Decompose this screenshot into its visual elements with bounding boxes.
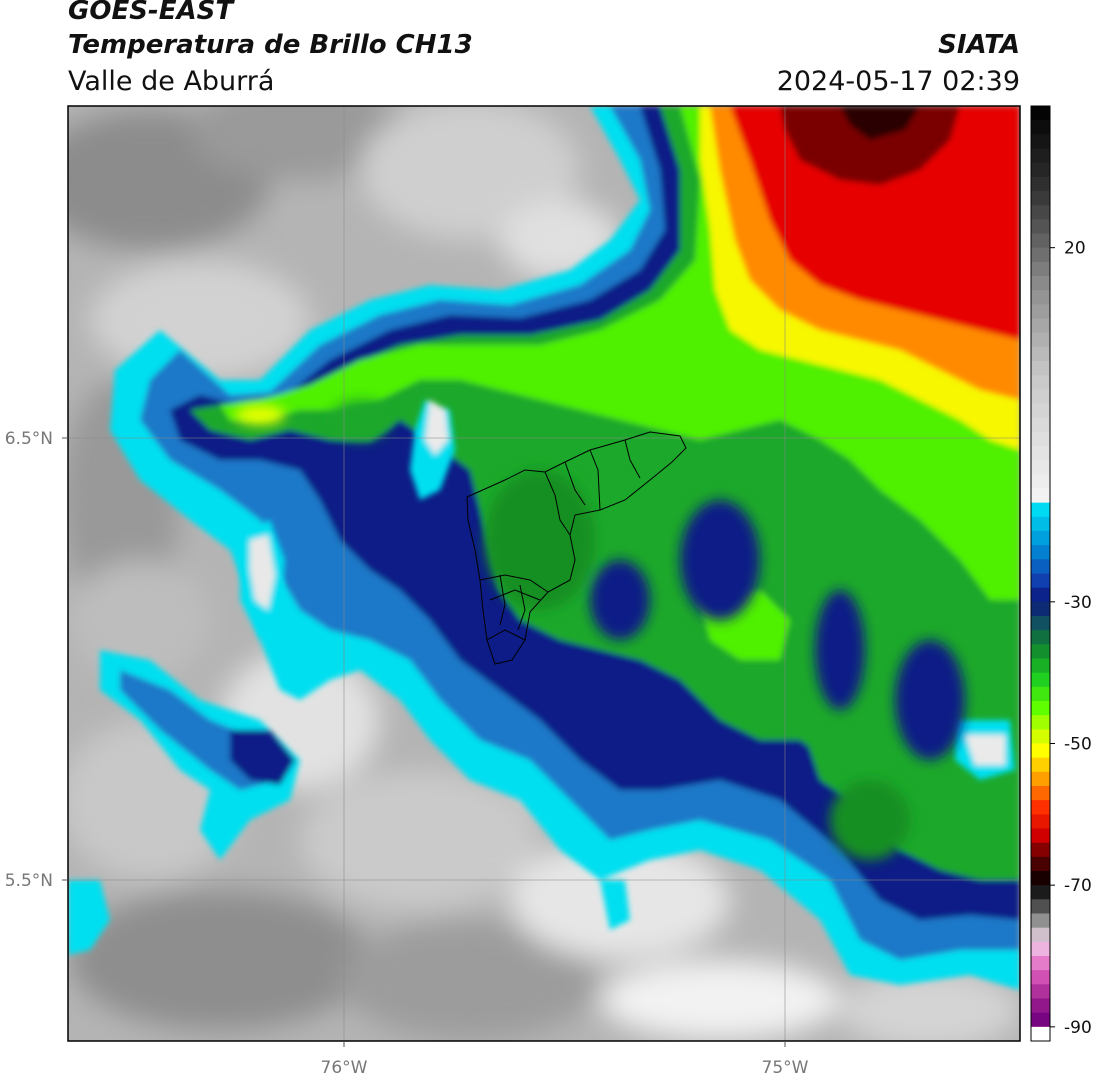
colorbar-segment — [1031, 913, 1050, 929]
colorbar-segment — [1031, 106, 1050, 121]
colorbar-segment — [1031, 715, 1050, 730]
colorbar-segment — [1031, 417, 1050, 433]
colorbar-ticks: 20 -30 -50 -70 -90 — [1050, 239, 1092, 1038]
colorbar-segment — [1031, 205, 1050, 220]
colorbar-segment — [1031, 488, 1050, 504]
colorbar-segments — [1031, 106, 1050, 1042]
colorbar-segment — [1031, 460, 1050, 475]
colorbar-segment — [1031, 1012, 1050, 1028]
colorbar-segment — [1031, 956, 1050, 971]
colorbar-segment — [1031, 885, 1050, 900]
colorbar-segment — [1031, 375, 1050, 390]
colorbar-segment — [1031, 120, 1050, 135]
colorbar-segment — [1031, 516, 1050, 532]
datetime-label: 2024-05-17 02:39 — [776, 66, 1020, 97]
colorbar-segment — [1031, 984, 1050, 999]
colorbar-segment — [1031, 545, 1050, 560]
colorbar-segment — [1031, 191, 1050, 206]
colorbar-segment — [1031, 743, 1050, 759]
map-frame — [67, 105, 1021, 1042]
colorbar-segment — [1031, 658, 1050, 674]
colorbar-segment — [1031, 134, 1050, 149]
colorbar-tick-label: -50 — [1064, 735, 1092, 755]
colorbar-segment — [1031, 786, 1050, 801]
colorbar-segment — [1031, 927, 1050, 943]
colorbar-segment — [1031, 247, 1050, 263]
colorbar-segment — [1031, 318, 1050, 334]
colorbar-segment — [1031, 431, 1050, 447]
source-label: SIATA — [938, 30, 1020, 60]
colorbar-segment — [1031, 474, 1050, 489]
colorbar-segment — [1031, 729, 1050, 744]
brightness-temperature-imagery — [68, 106, 1020, 1041]
colorbar-segment — [1031, 970, 1050, 985]
colorbar-segment — [1031, 261, 1050, 277]
colorbar-segment — [1031, 573, 1050, 589]
colorbar-segment — [1031, 346, 1050, 362]
colorbar-segment — [1031, 446, 1050, 461]
colorbar-segment — [1031, 531, 1050, 546]
colorbar-segment — [1031, 304, 1050, 319]
latitude-ticks: 6.5°N 5.5°N — [5, 429, 68, 891]
lat-tick-label: 6.5°N — [5, 429, 53, 449]
colorbar-segment — [1031, 701, 1050, 716]
colorbar-segment — [1031, 828, 1050, 844]
colorbar-segment — [1031, 332, 1050, 348]
colorbar-segment — [1031, 757, 1050, 773]
cloud-gaps — [240, 400, 1015, 780]
product-title: Temperatura de Brillo CH13 — [68, 30, 473, 60]
colorbar-segment — [1031, 672, 1050, 688]
colorbar-segment — [1031, 276, 1050, 291]
colorbar-segment — [1031, 630, 1050, 645]
colorbar-segment — [1031, 587, 1050, 603]
aburra-valley-boundaries — [466, 431, 687, 665]
colorbar-segment — [1031, 290, 1050, 305]
colorbar-segment — [1031, 233, 1050, 249]
lon-tick-label: 75°W — [762, 1058, 809, 1078]
colorbar-segment — [1031, 389, 1050, 404]
colorbar-tick-label: 20 — [1064, 239, 1086, 259]
colorbar-segment — [1031, 644, 1050, 659]
colorbar-frame — [1030, 105, 1051, 1042]
colorbar-segment — [1031, 686, 1050, 702]
colorbar: 20 -30 -50 -70 -90 — [1030, 105, 1092, 1042]
colorbar-segment — [1031, 403, 1050, 419]
colorbar-segment — [1031, 162, 1050, 178]
colorbar-segment — [1031, 814, 1050, 829]
cloud-texture — [235, 400, 965, 860]
colorbar-segment — [1031, 559, 1050, 574]
colorbar-segment — [1031, 502, 1050, 518]
colorbar-segment — [1031, 771, 1050, 787]
colorbar-segment — [1031, 856, 1050, 872]
valley-outline — [466, 431, 687, 665]
colorbar-segment — [1031, 1026, 1050, 1042]
colorbar-segment — [1031, 616, 1050, 631]
lat-tick-label: 5.5°N — [5, 871, 53, 891]
colorbar-segment — [1031, 899, 1050, 914]
colorbar-segment — [1031, 148, 1050, 164]
colorbar-tick-label: -30 — [1064, 593, 1092, 613]
longitude-ticks: 76°W 75°W — [321, 1041, 809, 1078]
lon-tick-label: 76°W — [321, 1058, 368, 1078]
colorbar-segment — [1031, 176, 1050, 192]
gridlines — [68, 106, 1020, 1041]
colorbar-segment — [1031, 601, 1050, 617]
colorbar-segment — [1031, 361, 1050, 376]
region-subtitle: Valle de Aburrá — [68, 66, 275, 97]
colorbar-segment — [1031, 219, 1050, 234]
colorbar-segment — [1031, 941, 1050, 957]
colorbar-tick-label: -70 — [1064, 876, 1092, 896]
satellite-title: GOES-EAST — [68, 0, 234, 26]
colorbar-segment — [1031, 871, 1050, 886]
colorbar-segment — [1031, 998, 1050, 1014]
colorbar-segment — [1031, 800, 1050, 815]
colorbar-tick-label: -90 — [1064, 1018, 1092, 1038]
colorbar-segment — [1031, 842, 1050, 858]
